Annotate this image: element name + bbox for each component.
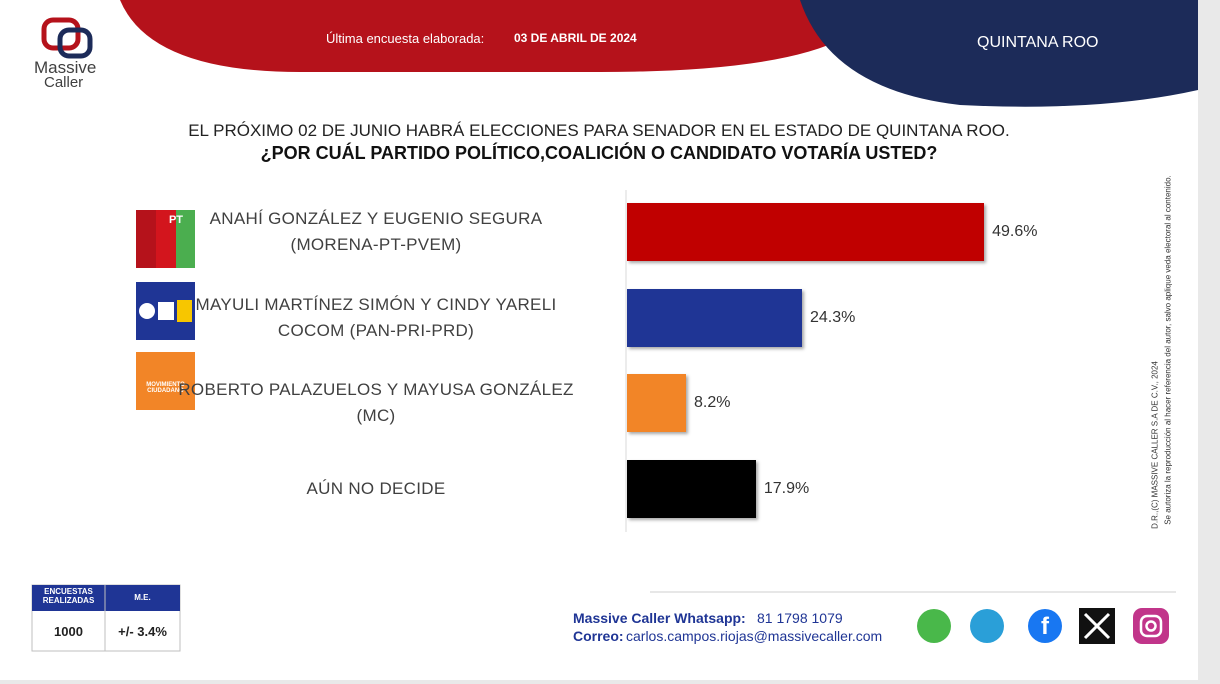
value-label: 24.3%	[809, 308, 856, 326]
value-label: 49.6%	[992, 223, 1038, 240]
survey-date: 03 DE ABRIL DE 2024	[514, 31, 637, 45]
logo-text: MOVIMIENTO CIUDADANO	[146, 382, 185, 394]
category-label: AÚN NO DECIDE	[306, 478, 446, 498]
logo-text: PT	[168, 214, 184, 226]
legal-line: Se autoriza la reproducción al hacer ref…	[1163, 175, 1173, 525]
category-label: ANAHÍ GONZÁLEZ Y EUGENIO SEGURA (MORENA-…	[209, 209, 543, 254]
canvas	[0, 0, 1198, 680]
social-icons: f	[917, 608, 1169, 644]
table-header: ENCUESTAS REALIZADAS	[42, 587, 95, 605]
value-label: 8.2%	[694, 394, 731, 412]
value-label: 17.9%	[763, 479, 810, 497]
chart-title: EL PRÓXIMO 02 DE JUNIO HABRÁ ELECCIONES …	[188, 121, 1010, 140]
brand: Massive	[34, 58, 97, 77]
red-swoosh	[120, 0, 880, 72]
email-label: Correo:	[573, 628, 624, 644]
whatsapp-label: Massive Caller Whatsapp:	[573, 610, 746, 626]
bar	[627, 374, 687, 433]
chart-subtitle: ¿POR CUÁL PARTIDO POLÍTICO,COALICIÓN O C…	[260, 143, 938, 163]
navy-swoosh	[800, 0, 1198, 107]
party-logo-3	[136, 352, 195, 410]
logo-icon	[41, 17, 93, 59]
table-cell: +/- 3.4%	[118, 624, 167, 639]
table-cell: 1000	[54, 624, 83, 639]
category-label: MAYULI MARTÍNEZ SIMÓN Y CINDY YARELI COC…	[195, 294, 557, 340]
table-header: M.E.	[134, 593, 151, 602]
brand-sub: Caller	[44, 74, 84, 91]
survey-label: Última encuesta elaborada:	[326, 31, 485, 46]
sample-table	[31, 584, 181, 652]
bar	[627, 459, 756, 518]
whatsapp: 81 1798 1079	[757, 610, 843, 626]
email: carlos.campos.riojas@massivecaller.com	[626, 628, 883, 644]
legal-line: D.R.,(C) MASSIVE CALLER S.A DE C.V., 202…	[1150, 361, 1160, 529]
party-logo-1	[136, 210, 195, 268]
bar	[627, 288, 802, 347]
bar	[627, 203, 985, 261]
category-label: ROBERTO PALAZUELOS Y MAYUSA GONZÁLEZ (MC…	[178, 380, 574, 426]
state: QUINTANA ROO	[977, 34, 1099, 51]
party-logo-2	[136, 282, 195, 340]
svg-text:f: f	[1041, 613, 1050, 640]
